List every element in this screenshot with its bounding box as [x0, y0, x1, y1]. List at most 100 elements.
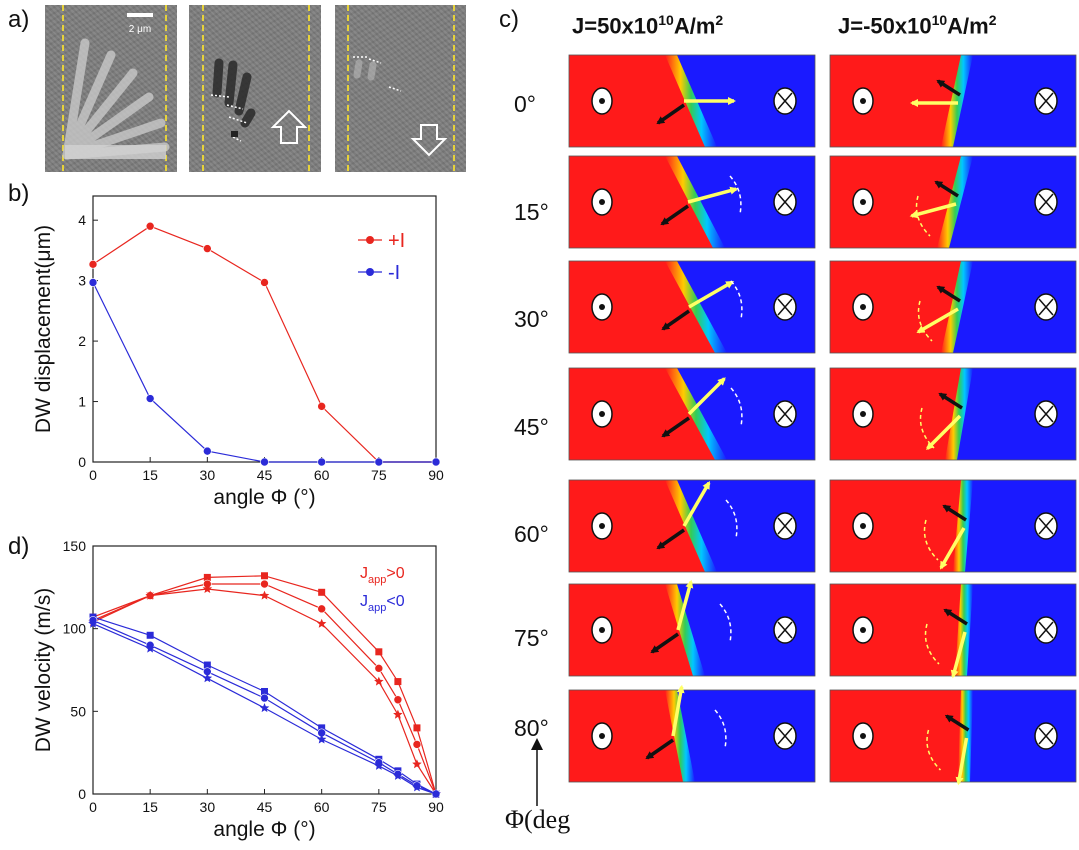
panel-label-d: d) — [8, 533, 30, 560]
chart-b: 0 15 30 45 60 75 90 0 1 2 3 4 angle Φ (°) DW displace… — [32, 195, 444, 509]
yellow-arrow — [916, 307, 959, 334]
column-title-negative-exp2: 2 — [988, 12, 997, 28]
arrow-up-icon — [270, 109, 308, 144]
y-tick-label-1: 50 — [70, 703, 86, 719]
domain-up — [830, 368, 965, 460]
cross-line-b — [777, 517, 793, 535]
point-2 — [202, 673, 213, 683]
legend-label-0: Japp>0 — [360, 565, 405, 586]
sim-frame-pos-75 — [568, 579, 816, 677]
x-axis-label: angle Φ (°) — [213, 818, 315, 841]
point-2 — [203, 446, 212, 456]
sim-frame-pos-60 — [568, 479, 816, 573]
x-tick-label-3: 45 — [257, 467, 273, 483]
column-title-positive-prefix: J=50x10 — [572, 13, 659, 39]
sim-frame-neg-0 — [829, 54, 1077, 148]
point-4 — [317, 402, 326, 411]
yellow-arrow — [671, 684, 685, 737]
dark-domains — [212, 58, 256, 128]
point-3 — [260, 579, 269, 589]
y-tick-label-1: 1 — [78, 394, 86, 410]
legend-rest-0: >0 — [386, 565, 404, 582]
magnetization-out-dot — [599, 733, 605, 739]
point-5 — [374, 457, 384, 467]
point-4 — [318, 724, 326, 732]
black-arrow — [645, 738, 674, 760]
small-domain — [231, 131, 238, 137]
point-5 — [375, 648, 383, 656]
x-tick-label-5: 75 — [371, 799, 387, 815]
cross-line-b — [1038, 405, 1054, 423]
sim-frame-neg-60 — [829, 479, 1077, 573]
point-6 — [394, 678, 402, 686]
cross-line-b — [777, 92, 793, 110]
magnetization-out-dot — [599, 411, 605, 417]
point-3 — [261, 687, 268, 695]
column-title-negative-suffix: A/m — [947, 13, 989, 39]
point-5 — [374, 676, 384, 686]
angle-label-80: 80° — [514, 715, 549, 741]
panel-label-a: a) — [8, 6, 30, 33]
y-axis-label: DW velocity (m/s) — [32, 588, 55, 753]
rotation-arc — [926, 729, 942, 771]
magnetization-out-dot — [860, 627, 866, 633]
rotation-arc — [730, 387, 743, 427]
cross-line-b — [1038, 298, 1054, 316]
domain-fan — [62, 38, 170, 160]
point-6 — [431, 457, 441, 467]
point-3 — [260, 457, 269, 467]
phi-axis-label: Φ(deg — [505, 805, 571, 834]
frame-border — [568, 367, 816, 461]
panel-label-b: b) — [8, 180, 30, 207]
domain-up — [569, 55, 709, 147]
black-arrow — [650, 632, 679, 654]
cross-line-b — [777, 405, 793, 423]
point-1 — [145, 221, 155, 231]
cross-line-b — [1038, 92, 1054, 110]
chart-d: 0 15 30 45 60 75 90 0 50 100 150 angle Φ (°) DW velo… — [32, 538, 444, 841]
x-tick-label-0: 0 — [89, 799, 97, 815]
series-2 — [88, 584, 441, 798]
frame-border — [829, 54, 1077, 148]
point-7 — [412, 759, 422, 769]
kerr-image-2 — [189, 5, 321, 172]
domain-up — [830, 55, 965, 147]
black-arrow — [936, 285, 961, 303]
series-0 — [88, 221, 441, 467]
domain-up — [830, 261, 965, 353]
scale-bar — [127, 13, 153, 17]
black-arrow — [943, 608, 968, 626]
point-6 — [393, 695, 403, 705]
frame-border — [829, 479, 1077, 573]
point-7 — [412, 782, 422, 792]
yellow-arrow — [682, 480, 711, 527]
front-markers — [210, 94, 248, 142]
rotation-arc — [729, 175, 742, 215]
black-arrow — [661, 416, 690, 438]
faint-domains — [353, 59, 377, 81]
cross-line-b — [1038, 517, 1054, 535]
y-tick-label-4: 4 — [78, 212, 86, 228]
point-7 — [412, 740, 422, 749]
magnetization-out-dot — [860, 733, 866, 739]
frame-border — [568, 260, 816, 354]
black-arrow — [660, 204, 689, 226]
rotation-arc — [919, 407, 935, 449]
x-tick-label-5: 75 — [371, 467, 387, 483]
column-title-positive-suffix: A/m — [673, 13, 716, 39]
legend-main-1: J — [360, 593, 368, 610]
legend-rest-1: <0 — [386, 593, 404, 610]
point-8 — [431, 789, 441, 798]
legend-marker-0 — [366, 236, 374, 244]
kerr-image-1: 2 μm — [45, 5, 177, 172]
legend-label-0: +I — [388, 230, 405, 252]
domain-wall — [665, 480, 717, 572]
point-1 — [145, 590, 155, 600]
point-3 — [260, 693, 269, 703]
panel-label-c: c) — [499, 6, 519, 33]
sim-frame-pos-15 — [568, 155, 816, 249]
sim-frame-pos-30 — [568, 260, 816, 354]
x-tick-label-6: 90 — [428, 799, 444, 815]
point-3 — [260, 278, 269, 287]
frame-border — [829, 689, 1077, 783]
